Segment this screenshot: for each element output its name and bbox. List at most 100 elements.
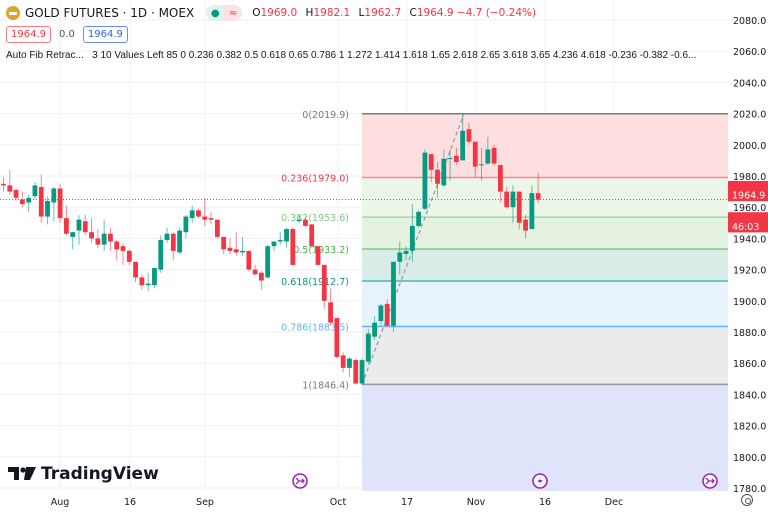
time-tick-label: Aug <box>51 497 70 508</box>
candle-body <box>441 158 447 186</box>
price-tick-label: 2020.0 <box>733 110 766 121</box>
candle-body <box>221 236 227 250</box>
candle-body <box>214 219 220 237</box>
low-label: L <box>358 7 365 19</box>
candle <box>114 239 120 261</box>
candle <box>334 317 340 359</box>
candle <box>196 208 201 219</box>
candle-body <box>64 218 69 234</box>
candle <box>504 186 510 209</box>
fib-level-label: 0(2019.9) <box>302 110 349 121</box>
candle-body <box>189 210 195 219</box>
lightning-icon[interactable] <box>532 473 548 489</box>
candle <box>126 249 132 265</box>
price-tick-label: 1900.0 <box>733 297 766 308</box>
price-axis <box>728 0 768 512</box>
candle <box>472 141 478 178</box>
candle-body <box>13 190 19 198</box>
candle-body <box>133 261 138 278</box>
candle-body <box>258 272 264 281</box>
indicator-name[interactable]: Auto Fib Retrac... <box>6 50 84 61</box>
symbol-title[interactable]: GOLD FUTURES · 1D · MOEX <box>25 6 195 20</box>
price-tick-label: 1800.0 <box>733 453 766 464</box>
candle <box>359 358 365 386</box>
candle <box>189 205 195 223</box>
fib-level-label: 0.618(1912.7) <box>281 277 349 288</box>
candle-body <box>227 247 233 251</box>
price-tick-label: 1820.0 <box>733 422 766 433</box>
candle <box>535 172 541 203</box>
candle-body <box>265 246 271 278</box>
candle <box>227 238 233 254</box>
candle <box>409 204 415 262</box>
candle-body <box>208 218 214 220</box>
watermark-text: TradingView <box>41 464 159 484</box>
sell-button[interactable]: 1964.9 <box>6 26 51 43</box>
candle <box>447 149 453 181</box>
market-status[interactable]: ● ≈ <box>206 5 243 21</box>
price-tick-label: 1940.0 <box>733 234 766 245</box>
candle <box>479 147 484 181</box>
candle-body <box>340 355 346 368</box>
candle-body <box>1 183 6 186</box>
candle-body <box>315 246 321 265</box>
candle-body <box>139 277 145 286</box>
time-axis <box>0 491 728 512</box>
candle-body <box>51 188 57 203</box>
candle-body <box>19 199 25 205</box>
lightning-glyph <box>537 476 543 486</box>
indicator-params: 3 10 Values Left 85 0 0.236 0.382 0.5 0.… <box>92 50 697 61</box>
candle-body <box>89 232 94 239</box>
candle-body <box>57 188 63 219</box>
fib-level-label: 0.786(1883.5) <box>281 323 349 334</box>
market-open-dot-icon: ● <box>206 5 225 21</box>
candle-body <box>498 165 503 192</box>
candle-body <box>296 219 302 222</box>
indicator-legend[interactable]: Auto Fib Retrac... 3 10 Values Left 85 0… <box>6 50 718 62</box>
price-tick-label: 1880.0 <box>733 328 766 339</box>
candle-body <box>535 193 541 200</box>
bar-countdown: 46:03 <box>732 222 759 233</box>
split-arrow-icon[interactable] <box>292 473 308 489</box>
candle-body <box>271 241 277 247</box>
candle <box>271 241 277 251</box>
candle <box>170 232 176 261</box>
countdown-tag <box>728 212 768 233</box>
candle <box>372 316 378 340</box>
candle-body <box>359 360 365 384</box>
symbol-legend: GOLD FUTURES · 1D · MOEX ● ≈ O1969.0 H19… <box>6 5 541 21</box>
candle-body <box>196 210 201 217</box>
price-tick-label: 1780.0 <box>733 484 766 495</box>
candle-body <box>347 358 352 368</box>
candle <box>133 261 138 283</box>
gold-symbol-icon <box>6 6 20 20</box>
candle-body <box>460 130 466 161</box>
candle <box>57 183 63 223</box>
tradingview-logo[interactable]: TradingView <box>8 464 159 484</box>
candle-body <box>529 193 535 230</box>
candle <box>510 185 516 223</box>
candle-body <box>504 191 510 208</box>
candle <box>315 246 321 265</box>
ohlc-values: O1969.0 H1982.1 L1962.7 C1964.9 −4.7 (−0… <box>252 7 541 19</box>
candle-body <box>303 219 308 226</box>
candle-body <box>409 225 415 251</box>
candle <box>38 174 44 223</box>
candle-body <box>309 224 315 247</box>
candle <box>82 215 88 236</box>
candle-body <box>391 261 396 326</box>
candle <box>416 210 422 228</box>
candle <box>164 227 170 244</box>
close-value: 1964.9 −4.7 (−0.24%) <box>416 7 537 19</box>
buy-button[interactable]: 1964.9 <box>82 26 128 43</box>
candle <box>7 169 13 195</box>
candle-body <box>164 233 170 240</box>
trade-buttons: 1964.9 0.0 1964.9 <box>6 26 128 43</box>
candle-body <box>491 147 497 164</box>
candle <box>321 264 327 309</box>
split-arrow-icon[interactable] <box>702 473 718 489</box>
candle <box>1 177 6 192</box>
chart-settings-gear-icon[interactable] <box>741 494 753 506</box>
candle <box>221 236 227 254</box>
